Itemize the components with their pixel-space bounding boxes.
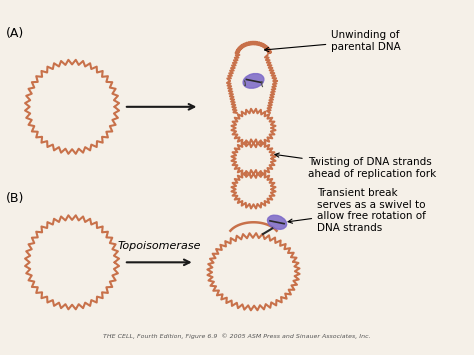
Text: (B): (B) xyxy=(6,192,25,204)
Text: Topoisomerase: Topoisomerase xyxy=(118,241,201,251)
FancyArrowPatch shape xyxy=(262,82,263,87)
Text: (A): (A) xyxy=(6,27,24,40)
Text: THE CELL, Fourth Edition, Figure 6.9  © 2005 ASM Press and Sinauer Associates, I: THE CELL, Fourth Edition, Figure 6.9 © 2… xyxy=(103,333,371,339)
Ellipse shape xyxy=(267,215,287,229)
Text: Unwinding of
parental DNA: Unwinding of parental DNA xyxy=(264,30,401,51)
FancyArrowPatch shape xyxy=(245,81,246,86)
Ellipse shape xyxy=(243,73,264,88)
Text: Twisting of DNA strands
ahead of replication fork: Twisting of DNA strands ahead of replica… xyxy=(275,153,436,179)
Text: Transient break
serves as a swivel to
allow free rotation of
DNA strands: Transient break serves as a swivel to al… xyxy=(288,188,426,233)
